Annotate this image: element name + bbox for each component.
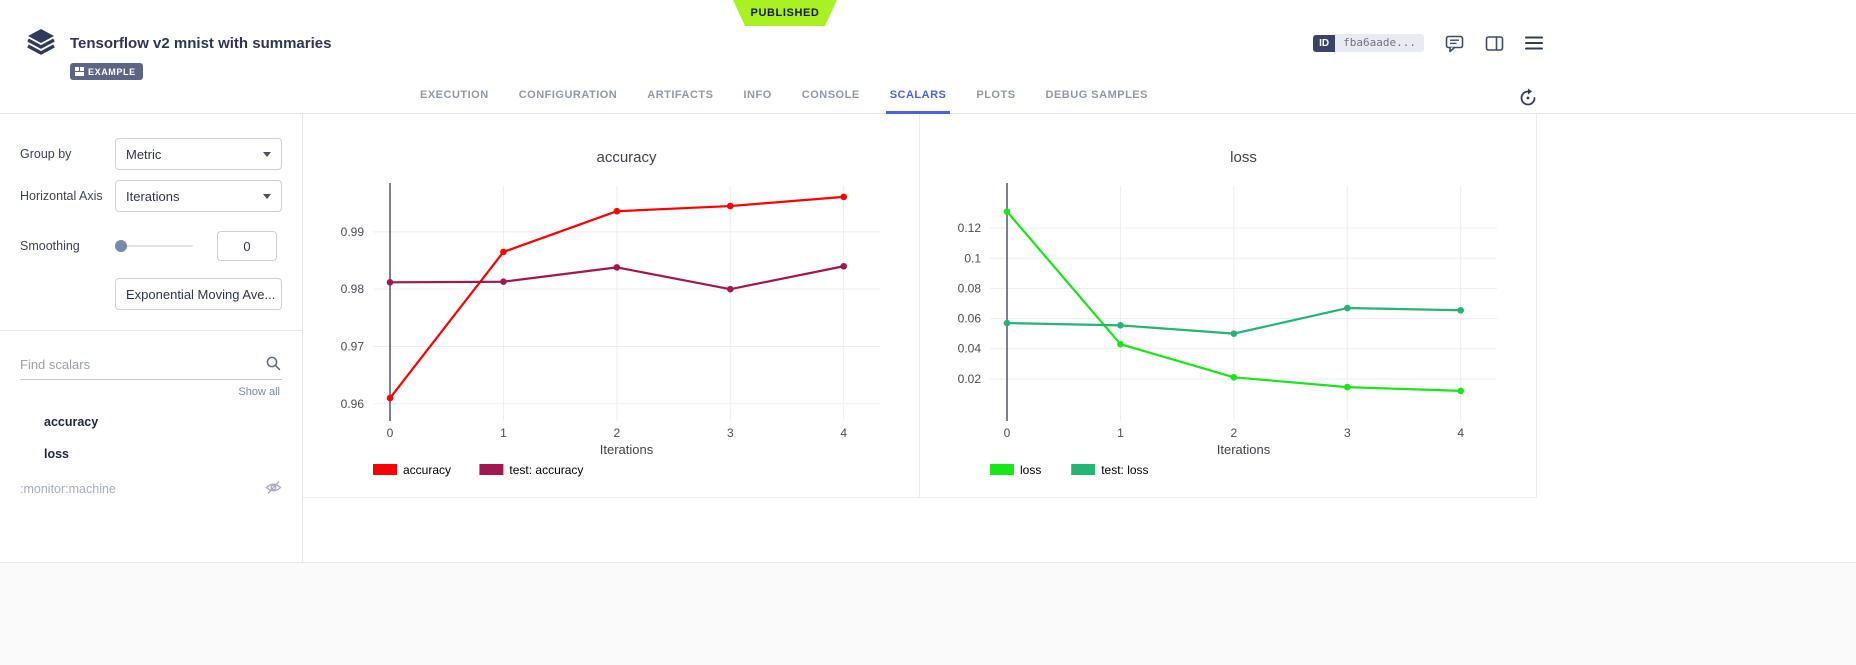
tab-artifacts[interactable]: ARTIFACTS <box>647 89 714 101</box>
scalar-item-monitor-machine[interactable]: :monitor:machine <box>0 470 302 508</box>
experiment-id-badge[interactable]: ID fba6aade... <box>1313 34 1424 52</box>
tab-execution[interactable]: EXECUTION <box>420 89 489 101</box>
svg-text:accuracy: accuracy <box>596 149 657 166</box>
svg-text:0.08: 0.08 <box>958 281 982 295</box>
sidebar-divider <box>0 330 302 331</box>
smoothing-slider-track <box>115 245 193 247</box>
svg-text:0.04: 0.04 <box>958 342 982 356</box>
id-value: fba6aade... <box>1335 34 1424 52</box>
svg-text:test: loss: test: loss <box>1101 463 1148 477</box>
charts-area: 0.96 0.97 0.98 0.99 0 1 2 3 4 accuracy Iterations a… <box>303 114 1856 562</box>
details-panel-icon[interactable] <box>1484 33 1504 53</box>
smoothing-type-value: Exponential Moving Ave... <box>126 286 276 302</box>
smoothing-slider-handle[interactable] <box>115 240 127 252</box>
find-scalars-row <box>20 353 282 380</box>
group-by-select[interactable]: Metric <box>115 138 282 170</box>
svg-text:loss: loss <box>1020 463 1041 477</box>
svg-text:Iterations: Iterations <box>1217 442 1271 457</box>
svg-text:Iterations: Iterations <box>600 442 654 457</box>
tab-plots[interactable]: PLOTS <box>976 89 1016 101</box>
svg-text:3: 3 <box>727 426 734 440</box>
horizontal-axis-label: Horizontal Axis <box>20 189 103 203</box>
svg-text:4: 4 <box>840 426 847 440</box>
svg-text:accuracy: accuracy <box>403 463 451 477</box>
comments-icon[interactable] <box>1444 33 1464 53</box>
svg-text:0: 0 <box>1004 426 1011 440</box>
tab-configuration[interactable]: CONFIGURATION <box>518 89 618 101</box>
svg-text:0.1: 0.1 <box>964 251 981 265</box>
svg-text:0.98: 0.98 <box>341 282 365 296</box>
svg-text:loss: loss <box>1230 149 1257 166</box>
status-ribbon-label: PUBLISHED <box>750 7 820 19</box>
smoothing-label: Smoothing <box>20 239 80 253</box>
find-scalars-input[interactable] <box>20 353 282 380</box>
metric-list: accuracy loss :monitor:machine <box>0 406 302 508</box>
svg-text:0.12: 0.12 <box>958 221 982 235</box>
app-logo-icon <box>24 26 58 60</box>
tab-scalars[interactable]: SCALARS <box>885 86 951 114</box>
menu-icon[interactable] <box>1524 33 1544 53</box>
example-badge-icon <box>75 67 84 76</box>
scalar-item-label: :monitor:machine <box>20 482 116 496</box>
svg-text:0.96: 0.96 <box>341 397 365 411</box>
chevron-down-icon <box>263 151 271 157</box>
tab-console[interactable]: CONSOLE <box>801 89 860 101</box>
group-by-label: Group by <box>20 147 72 161</box>
svg-text:4: 4 <box>1457 426 1464 440</box>
scalars-sidebar: Group by Metric Horizontal Axis Iteratio… <box>0 114 303 562</box>
svg-text:2: 2 <box>614 426 621 440</box>
svg-text:2: 2 <box>1231 426 1238 440</box>
header: PUBLISHED Tensorflow v2 mnist with summa… <box>0 0 1856 86</box>
svg-text:0: 0 <box>387 426 394 440</box>
chevron-down-icon <box>281 292 282 297</box>
horizontal-axis-select[interactable]: Iterations <box>115 180 282 212</box>
smoothing-type-row: Exponential Moving Ave... <box>0 278 302 310</box>
id-label: ID <box>1313 34 1336 52</box>
group-by-value: Metric <box>126 146 162 162</box>
horizontal-axis-value: Iterations <box>126 188 180 204</box>
scalar-item-accuracy[interactable]: accuracy <box>44 415 99 429</box>
smoothing-input[interactable] <box>217 231 277 261</box>
svg-text:1: 1 <box>1117 426 1124 440</box>
auto-refresh-icon[interactable] <box>1518 88 1540 110</box>
svg-text:0.06: 0.06 <box>958 312 982 326</box>
example-badge-label: EXAMPLE <box>88 66 136 77</box>
scalar-item-loss[interactable]: loss <box>44 447 70 461</box>
smoothing-slider[interactable] <box>115 240 193 252</box>
horizontal-axis-row: Horizontal Axis Iterations <box>0 180 302 212</box>
status-ribbon: PUBLISHED <box>733 0 837 26</box>
accuracy-chart[interactable]: 0.96 0.97 0.98 0.99 0 1 2 3 4 accuracy Iterations a… <box>303 114 920 498</box>
accuracy-chart-panel: 0.96 0.97 0.98 0.99 0 1 2 3 4 accuracy Iterations a… <box>303 114 920 498</box>
svg-text:3: 3 <box>1344 426 1351 440</box>
group-by-row: Group by Metric <box>0 138 302 170</box>
chevron-down-icon <box>263 193 271 199</box>
tab-bar: EXECUTION CONFIGURATION ARTIFACTS INFO C… <box>0 86 1856 114</box>
example-badge: EXAMPLE <box>70 63 143 80</box>
experiment-title: Tensorflow v2 mnist with summaries <box>70 35 332 52</box>
svg-text:0.02: 0.02 <box>958 372 982 386</box>
show-all-link[interactable]: Show all <box>238 386 280 398</box>
svg-text:0.99: 0.99 <box>341 225 365 239</box>
tab-debug-samples[interactable]: DEBUG SAMPLES <box>1045 89 1148 101</box>
svg-text:0.97: 0.97 <box>341 339 365 353</box>
eye-off-icon[interactable] <box>265 479 282 499</box>
tab-info[interactable]: INFO <box>743 89 772 101</box>
svg-text:1: 1 <box>500 426 507 440</box>
header-actions: ID fba6aade... <box>1313 33 1544 53</box>
scalars-content: Group by Metric Horizontal Axis Iteratio… <box>0 114 1856 563</box>
svg-text:test: accuracy: test: accuracy <box>509 463 583 477</box>
loss-chart-panel: 0.02 0.04 0.06 0.08 0.1 0.12 0 1 2 3 4 loss Iteratio… <box>920 114 1537 498</box>
tabs: EXECUTION CONFIGURATION ARTIFACTS INFO C… <box>420 86 1148 114</box>
smoothing-row: Smoothing <box>0 230 302 262</box>
charts-row: 0.96 0.97 0.98 0.99 0 1 2 3 4 accuracy Iterations a… <box>303 114 1537 498</box>
search-icon[interactable] <box>265 355 282 377</box>
loss-chart[interactable]: 0.02 0.04 0.06 0.08 0.1 0.12 0 1 2 3 4 loss Iteratio… <box>920 114 1537 498</box>
smoothing-type-select[interactable]: Exponential Moving Ave... <box>115 278 282 310</box>
